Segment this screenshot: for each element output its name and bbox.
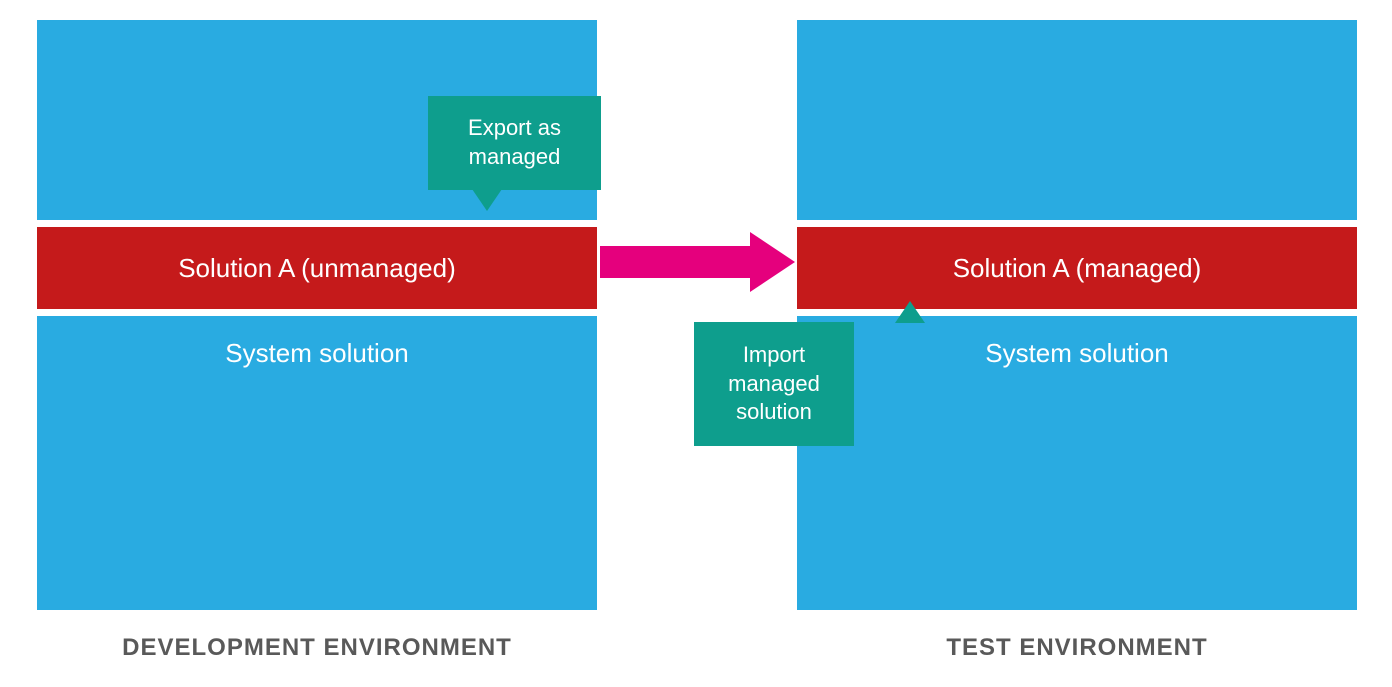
- test-solution-label: Solution A (managed): [953, 253, 1202, 284]
- arrow-icon: [600, 232, 795, 292]
- test-environment-box: Solution A (managed) System solution: [797, 20, 1357, 610]
- import-callout-pointer: [895, 301, 925, 323]
- dev-system-label: System solution: [37, 338, 597, 369]
- dev-solution-bar: Solution A (unmanaged): [37, 227, 597, 309]
- dev-solution-label: Solution A (unmanaged): [178, 253, 456, 284]
- test-top-block: [797, 20, 1357, 220]
- export-callout-text: Export as managed: [438, 114, 591, 171]
- dev-env-title: DEVELOPMENT ENVIRONMENT: [37, 634, 597, 662]
- test-env-title: TEST ENVIRONMENT: [797, 634, 1357, 662]
- export-callout: Export as managed: [428, 96, 601, 190]
- import-callout: Import managed solution: [694, 322, 854, 446]
- test-system-label: System solution: [797, 338, 1357, 369]
- export-callout-pointer: [472, 189, 502, 211]
- import-callout-text: Import managed solution: [704, 341, 844, 427]
- test-solution-bar: Solution A (managed): [797, 227, 1357, 309]
- flow-arrow: [600, 232, 795, 292]
